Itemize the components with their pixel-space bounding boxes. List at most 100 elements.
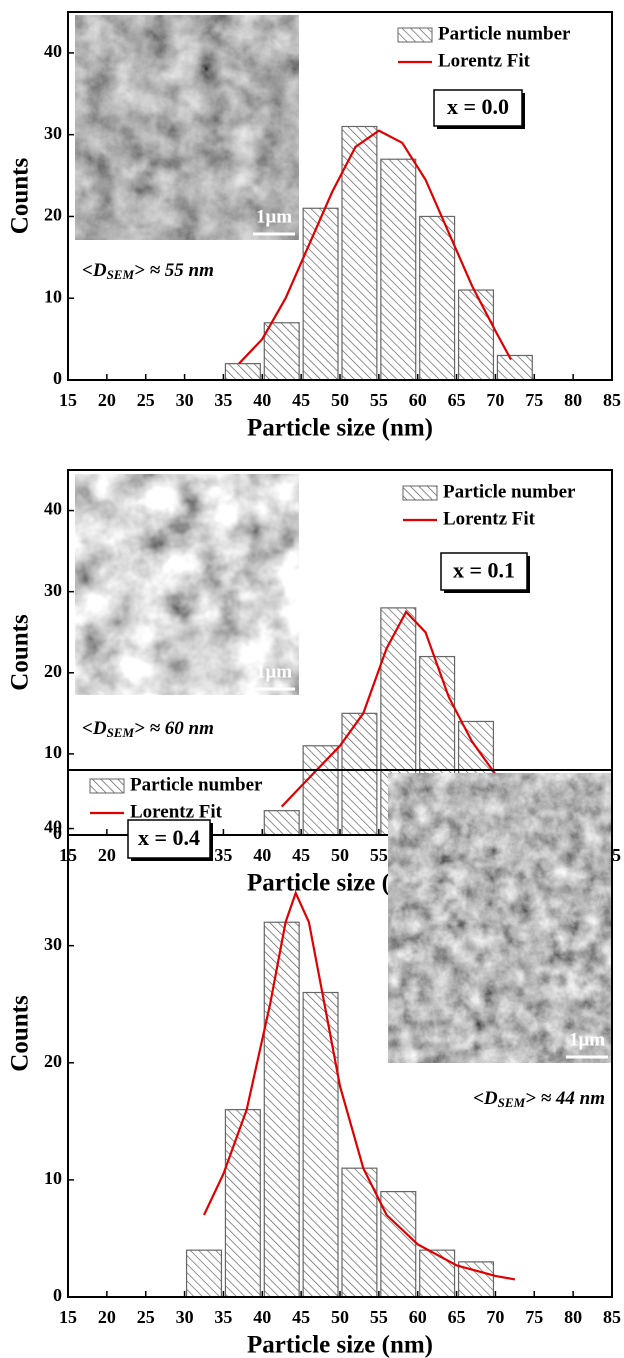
legend-label: Particle number xyxy=(130,774,263,795)
x-tick-label: 25 xyxy=(137,1307,155,1327)
bar xyxy=(380,158,417,381)
sem-image xyxy=(75,474,299,695)
label-box xyxy=(440,552,528,591)
x-tick-label: 35 xyxy=(214,390,232,410)
x-tick-label: 20 xyxy=(98,1307,116,1327)
x-axis-title: Particle size (nm) xyxy=(247,415,433,442)
x-tick-label: 85 xyxy=(603,390,621,410)
legend-label: Particle number xyxy=(443,481,576,502)
x-axis-title: Particle size (nm) xyxy=(247,1332,433,1358)
sample-label: x = 0.0 xyxy=(447,94,509,119)
annotation-subscript: SEM xyxy=(498,1095,526,1110)
y-tick-label: 30 xyxy=(44,123,62,143)
x-tick-label: 85 xyxy=(603,1307,621,1327)
y-tick-label: 10 xyxy=(44,286,62,306)
sample-label: x = 0.1 xyxy=(453,558,515,583)
legend-swatch xyxy=(397,27,433,43)
y-tick-label: 0 xyxy=(53,1285,62,1305)
y-tick-label: 20 xyxy=(44,205,62,225)
x-tick-label: 15 xyxy=(59,390,77,410)
size-annotation: <DSEM> ≈ 60 nm xyxy=(82,718,214,740)
legend-swatch xyxy=(402,485,438,501)
bar xyxy=(224,363,261,381)
x-tick-label: 80 xyxy=(564,1307,582,1327)
y-tick-label: 40 xyxy=(44,499,62,519)
bar xyxy=(302,745,339,836)
y-tick-label: 40 xyxy=(44,817,62,837)
annotation-prefix: <D xyxy=(82,260,107,281)
y-tick-label: 10 xyxy=(44,742,62,762)
x-tick-label: 40 xyxy=(253,390,271,410)
annotation-suffix: > ≈ 44 nm xyxy=(525,1088,605,1109)
bar xyxy=(341,712,378,836)
scale-bar-label: 1μm xyxy=(569,1029,605,1050)
y-axis-title: Counts xyxy=(7,614,34,691)
x-tick-label: 75 xyxy=(525,1307,543,1327)
x-tick-label: 35 xyxy=(214,1307,232,1327)
bar xyxy=(263,810,300,836)
annotation-subscript: SEM xyxy=(107,267,135,282)
bar xyxy=(419,215,456,381)
x-tick-label: 50 xyxy=(331,1307,349,1327)
sample-label: x = 0.4 xyxy=(138,825,200,850)
x-tick-label: 55 xyxy=(370,845,388,865)
bar xyxy=(341,125,378,381)
annotation-prefix: <D xyxy=(473,1088,498,1109)
x-tick-label: 55 xyxy=(370,390,388,410)
y-tick-label: 20 xyxy=(44,661,62,681)
annotation-suffix: > ≈ 60 nm xyxy=(134,718,214,739)
y-tick-label: 10 xyxy=(44,1168,62,1188)
annotation-subscript: SEM xyxy=(107,725,135,740)
scale-bar-label: 1μm xyxy=(256,661,292,682)
bar xyxy=(263,322,300,381)
y-tick-label: 30 xyxy=(44,934,62,954)
x-tick-label: 20 xyxy=(98,845,116,865)
chart-panel: 1μm 15 20 25 30 35 40 45 50 55 60 65 70 75 80 85 0 10 20 30… xyxy=(7,769,621,1358)
bar xyxy=(419,1249,456,1298)
y-tick-label: 0 xyxy=(53,368,62,388)
x-tick-label: 75 xyxy=(525,390,543,410)
x-tick-label: 60 xyxy=(409,390,427,410)
x-tick-label: 70 xyxy=(486,1307,504,1327)
bar xyxy=(224,1109,261,1298)
x-tick-label: 80 xyxy=(564,390,582,410)
x-tick-label: 40 xyxy=(253,845,271,865)
legend-label: Lorentz Fit xyxy=(443,508,536,529)
x-tick-label: 20 xyxy=(98,390,116,410)
sem-image xyxy=(388,773,612,1063)
x-tick-label: 55 xyxy=(370,1307,388,1327)
bar xyxy=(185,1249,223,1298)
legend-label: Lorentz Fit xyxy=(438,50,531,71)
fit-line xyxy=(238,129,512,365)
fit-line xyxy=(203,890,516,1281)
sem-image xyxy=(75,15,299,240)
x-tick-label: 70 xyxy=(486,390,504,410)
size-annotation: <DSEM> ≈ 55 nm xyxy=(82,260,214,282)
x-tick-label: 30 xyxy=(176,390,194,410)
bar xyxy=(496,354,533,381)
legend-swatch xyxy=(89,778,125,794)
size-annotation: <DSEM> ≈ 44 nm xyxy=(473,1088,605,1110)
label-box xyxy=(433,89,523,127)
x-tick-label: 35 xyxy=(214,845,232,865)
bar xyxy=(341,1167,378,1298)
x-tick-label: 30 xyxy=(176,1307,194,1327)
x-tick-label: 15 xyxy=(59,1307,77,1327)
y-tick-label: 30 xyxy=(44,580,62,600)
annotation-suffix: > ≈ 55 nm xyxy=(134,260,214,281)
x-tick-label: 65 xyxy=(448,390,466,410)
legend-label: Particle number xyxy=(438,23,571,44)
y-tick-label: 40 xyxy=(44,41,62,61)
bar xyxy=(457,289,495,381)
x-tick-label: 45 xyxy=(292,390,310,410)
annotation-prefix: <D xyxy=(82,718,107,739)
x-tick-label: 50 xyxy=(331,845,349,865)
bar xyxy=(302,207,339,381)
x-tick-label: 45 xyxy=(292,1307,310,1327)
x-tick-label: 45 xyxy=(292,845,310,865)
scale-bar-label: 1μm xyxy=(256,206,292,227)
y-tick-label: 20 xyxy=(44,1051,62,1071)
legend-label: Lorentz Fit xyxy=(130,801,223,822)
bar xyxy=(263,921,300,1298)
